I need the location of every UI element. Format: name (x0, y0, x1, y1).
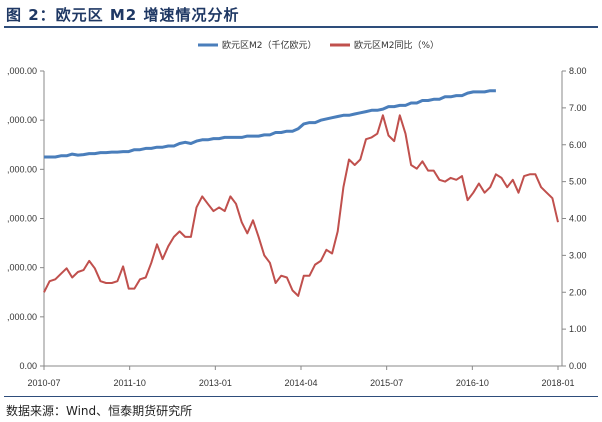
left-tick-label: ,000.00 (7, 263, 37, 273)
right-tick-label: 1.00 (569, 324, 587, 334)
legend-label-m2-level: 欧元区M2（千亿欧元） (222, 39, 317, 51)
left-tick-label: ,000.00 (7, 214, 37, 224)
x-tick-label: 2010-07 (27, 378, 60, 388)
series-line-m2-level (44, 89, 496, 159)
x-tick-label: 2014-04 (284, 378, 317, 388)
source-note: 数据来源：Wind、恒泰期货研究所 (6, 404, 193, 418)
x-tick-label: 2013-01 (199, 378, 232, 388)
right-tick-label: 3.00 (569, 250, 587, 260)
axes: ,000.00 ,000.00 ,000.00 ,000.00 ,000.00 ,000.… (7, 66, 587, 388)
left-tick-label: 0.00 (19, 361, 37, 371)
plot-area (43, 89, 559, 297)
right-tick-label: 6.00 (569, 140, 587, 150)
right-tick-label: 2.00 (569, 287, 587, 297)
right-tick-label: 8.00 (569, 66, 587, 76)
right-tick-label: 0.00 (569, 361, 587, 371)
legend-label-m2-yoy: 欧元区M2同比（%） (354, 39, 439, 51)
source-divider (4, 396, 598, 397)
right-tick-label: 7.00 (569, 103, 587, 113)
left-tick-label: ,000.00 (7, 164, 37, 174)
series-line-m2-yoy (43, 114, 559, 297)
left-tick-label: ,000.00 (7, 115, 37, 125)
right-tick-label: 4.00 (569, 214, 587, 224)
x-tick-label: 2015-07 (370, 378, 403, 388)
title-divider (4, 26, 598, 28)
figure-title: 图 2：欧元区 M2 增速情况分析 (6, 6, 240, 24)
left-tick-label: ,000.00 (7, 312, 37, 322)
legend: 欧元区M2（千亿欧元） 欧元区M2同比（%） (198, 39, 439, 51)
x-tick-label: 2011-10 (113, 378, 145, 388)
left-tick-label: ,000.00 (7, 66, 37, 76)
right-tick-label: 5.00 (569, 177, 587, 187)
x-tick-label: 2018-01 (541, 378, 574, 388)
x-tick-label: 2016-10 (456, 378, 489, 388)
